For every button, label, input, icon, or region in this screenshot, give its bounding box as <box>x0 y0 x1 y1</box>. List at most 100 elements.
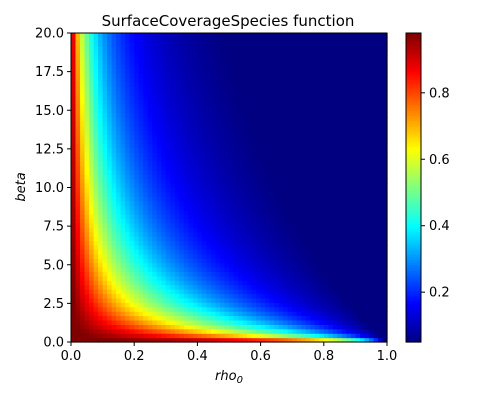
heatmap-cell <box>143 68 148 73</box>
heatmap-cell <box>107 289 112 294</box>
heatmap-cell <box>193 320 198 325</box>
heatmap-cell <box>80 316 85 321</box>
heatmap-cell <box>80 46 85 51</box>
heatmap-cell <box>247 157 252 162</box>
heatmap-cell <box>270 170 275 175</box>
heatmap-cell <box>170 210 175 215</box>
heatmap-cell <box>265 267 270 272</box>
heatmap-cell <box>179 240 184 245</box>
heatmap-cell <box>355 73 360 78</box>
heatmap-cell <box>152 258 157 263</box>
heatmap-cell <box>274 55 279 60</box>
heatmap-cell <box>270 42 275 47</box>
heatmap-cell <box>215 293 220 298</box>
heatmap-cell <box>310 307 315 312</box>
heatmap-cell <box>346 196 351 201</box>
heatmap-cell <box>103 196 108 201</box>
heatmap-cell <box>206 104 211 109</box>
heatmap-cell <box>98 99 103 104</box>
heatmap-cell <box>188 170 193 175</box>
heatmap-cell <box>76 218 81 223</box>
heatmap-cell <box>364 117 369 122</box>
heatmap-cell <box>76 192 81 197</box>
heatmap-cell <box>315 157 320 162</box>
heatmap-cell <box>297 95 302 100</box>
heatmap-cell <box>130 90 135 95</box>
heatmap-cell <box>378 55 383 60</box>
heatmap-cell <box>134 214 139 219</box>
heatmap-cell <box>94 135 99 140</box>
heatmap-cell <box>324 104 329 109</box>
heatmap-cell <box>76 152 81 157</box>
heatmap-cell <box>306 174 311 179</box>
heatmap-cell <box>148 161 153 166</box>
heatmap-cell <box>193 117 198 122</box>
heatmap-cell <box>166 126 171 131</box>
heatmap-cell <box>130 104 135 109</box>
heatmap-cell <box>342 196 347 201</box>
heatmap-cell <box>301 82 306 87</box>
heatmap-cell <box>175 99 180 104</box>
heatmap-cell <box>243 210 248 215</box>
heatmap-cell <box>188 320 193 325</box>
heatmap-cell <box>364 152 369 157</box>
heatmap-cell <box>292 263 297 268</box>
heatmap-cell <box>310 99 315 104</box>
heatmap-cell <box>107 223 112 228</box>
heatmap-cell <box>319 245 324 250</box>
heatmap-cell <box>369 307 374 312</box>
heatmap-cell <box>256 258 261 263</box>
heatmap-cell <box>324 117 329 122</box>
heatmap-cell <box>215 311 220 316</box>
heatmap-cell <box>274 293 279 298</box>
heatmap-cell <box>292 311 297 316</box>
heatmap-cell <box>134 192 139 197</box>
heatmap-cell <box>170 218 175 223</box>
heatmap-cell <box>229 240 234 245</box>
heatmap-cell <box>220 104 225 109</box>
heatmap-cell <box>130 188 135 193</box>
heatmap-cell <box>206 174 211 179</box>
heatmap-cell <box>211 68 216 73</box>
heatmap-cell <box>211 293 216 298</box>
heatmap-cell <box>288 108 293 113</box>
heatmap-cell <box>378 240 383 245</box>
heatmap-cell <box>116 276 121 281</box>
heatmap-cell <box>256 59 261 64</box>
heatmap-cell <box>378 196 383 201</box>
heatmap-cell <box>139 42 144 47</box>
heatmap-cell <box>337 148 342 153</box>
heatmap-cell <box>324 59 329 64</box>
heatmap-cell <box>143 249 148 254</box>
heatmap-cell <box>283 311 288 316</box>
heatmap-cell <box>243 104 248 109</box>
heatmap-cell <box>337 280 342 285</box>
heatmap-cell <box>148 227 153 232</box>
heatmap-cell <box>234 135 239 140</box>
heatmap-cell <box>76 148 81 153</box>
heatmap-cell <box>116 201 121 206</box>
heatmap-cell <box>179 51 184 56</box>
heatmap-cell <box>166 329 171 334</box>
heatmap-cell <box>346 293 351 298</box>
heatmap-cell <box>157 285 162 290</box>
heatmap-cell <box>315 139 320 144</box>
heatmap-cell <box>152 249 157 254</box>
heatmap-cell <box>206 311 211 316</box>
heatmap-cell <box>148 196 153 201</box>
heatmap-cell <box>319 64 324 69</box>
heatmap-cell <box>373 99 378 104</box>
heatmap-cell <box>283 46 288 51</box>
heatmap-cell <box>206 108 211 113</box>
heatmap-cell <box>270 254 275 259</box>
heatmap-cell <box>202 86 207 91</box>
heatmap-cell <box>224 112 229 117</box>
heatmap-cell <box>261 77 266 82</box>
heatmap-cell <box>369 271 374 276</box>
heatmap-cell <box>112 37 117 42</box>
heatmap-cell <box>364 161 369 166</box>
heatmap-cell <box>328 77 333 82</box>
heatmap-cell <box>193 170 198 175</box>
heatmap-cell <box>288 126 293 131</box>
heatmap-cell <box>292 121 297 126</box>
